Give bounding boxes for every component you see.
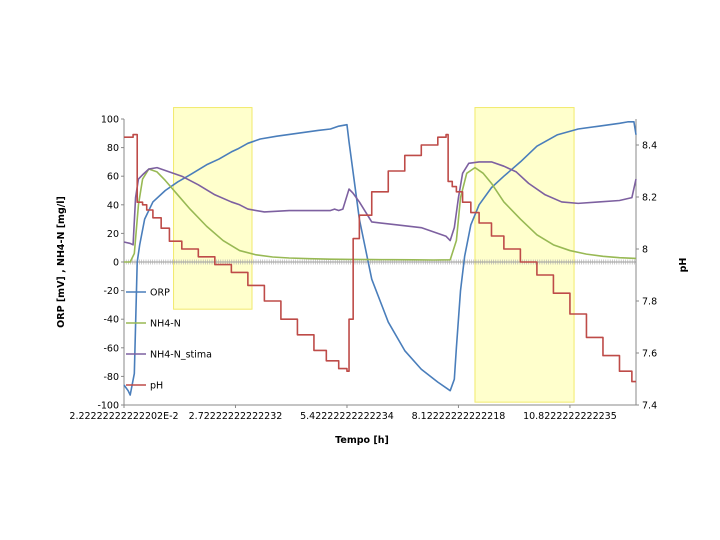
x-tick-label: 10.8222222222235 [523,411,617,422]
left-tick-label: 20 [107,229,119,240]
left-tick-label: -20 [103,286,119,297]
x-axis-title: Tempo [h] [335,435,389,446]
left-tick-label: 0 [113,258,119,269]
legend: ORP NH4-N NH4-N_stima pH [126,288,212,392]
x-ticks: 2.22222222222202E-2 2.72222222222232 5.422… [69,405,617,422]
left-tick-label: 40 [107,200,119,211]
left-tick-label: -60 [103,343,119,354]
right-tick-label: 7.8 [642,297,657,308]
left-tick-label: -100 [97,401,119,412]
y-axis-title-left: ORP [mV] , NH4-N [mg/l] [56,196,67,328]
series-line-nh4-n [124,166,637,263]
series-line-orp [123,121,637,396]
left-tick-label: 100 [101,115,119,126]
right-tick-label: 8.4 [642,141,657,152]
left-tick-label: -80 [103,372,119,383]
left-tick-label: 80 [107,143,119,154]
legend-label: NH4-N_stima [150,350,212,361]
y-axis-title-right: pH [678,258,689,273]
legend-label: NH4-N [150,319,181,330]
legend-label: ORP [150,288,170,299]
x-tick-label: 8.12222222222218 [412,411,506,422]
right-tick-label: 7.6 [642,349,657,360]
series-line-ph [124,133,636,383]
series-lines [123,121,637,396]
highlight-region-1 [173,107,253,310]
x-tick-label: 2.22222222222202E-2 [69,411,178,422]
legend-label: pH [150,381,163,392]
highlight-regions [173,107,575,403]
right-tick-label: 8.2 [642,193,657,204]
x-tick-label: 2.72222222222232 [189,411,283,422]
left-tick-label: -40 [103,315,119,326]
x-tick-label: 5.42222222222234 [300,411,394,422]
highlight-region-2 [474,107,575,403]
right-tick-label: 8 [642,245,648,256]
left-y-ticks: 100 80 60 40 20 0 -20 -40 -60 -80 -100 [97,115,124,412]
left-tick-label: 60 [107,172,119,183]
right-tick-label: 7.4 [642,401,657,412]
series-line-nh4-n-stima [123,161,637,246]
right-y-ticks: 8.4 8.2 8 7.8 7.6 7.4 [636,141,657,412]
